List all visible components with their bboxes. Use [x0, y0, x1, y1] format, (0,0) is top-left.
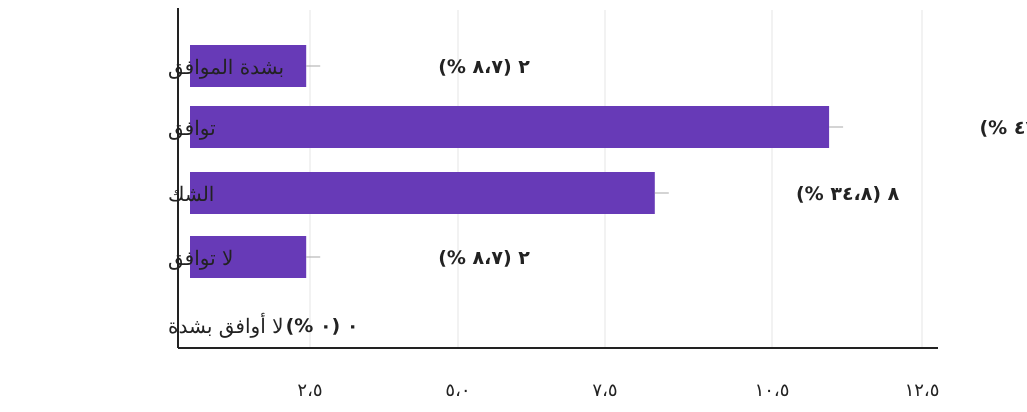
data-label: ١١ (٤٧،٨ %) [980, 117, 1027, 139]
bar [190, 106, 830, 148]
x-tick-label: ٧،٥ [592, 380, 617, 401]
data-labels: ٢ (٨،٧ %) ١١ (٤٧،٨ %) ٨ (٣٤،٨ %) ٢ (٨،٧ %) ٠… [286, 56, 1027, 337]
x-tick-label: ١٠،٥ [755, 380, 790, 401]
data-label: ٨ (٣٤،٨ %) [796, 183, 900, 205]
bar [190, 172, 655, 214]
bar [190, 236, 307, 278]
x-tick-label: ١٢،٥ [905, 380, 940, 401]
x-tick-labels: ٢،٥ ٥،٠ ٧،٥ ١٠،٥ ١٢،٥ [297, 380, 939, 401]
category-label: توافق [168, 116, 216, 140]
x-tick-label: ٢،٥ [297, 380, 322, 401]
category-label: الشك [168, 182, 214, 206]
category-label: بشدة الموافق [168, 55, 284, 79]
data-label: ٢ (٨،٧ %) [438, 247, 530, 269]
bar [190, 45, 307, 87]
data-label: ٢ (٨،٧ %) [438, 56, 530, 78]
x-tick-label: ٥،٠ [445, 380, 470, 401]
data-label: ٠ (٠ %) [286, 315, 359, 337]
category-label: لا أوافق بشدة [168, 312, 284, 338]
bars [190, 45, 844, 278]
